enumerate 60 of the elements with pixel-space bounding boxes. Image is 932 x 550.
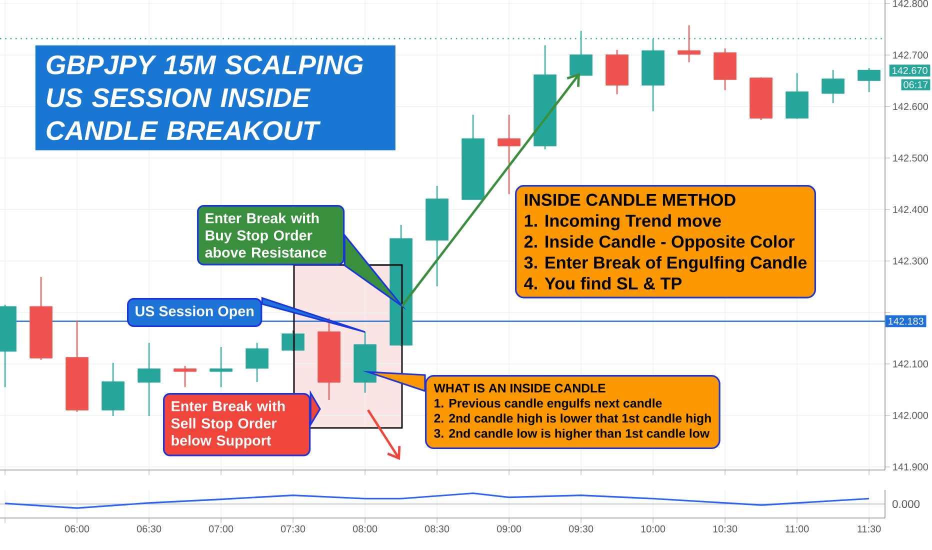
x-tick-label: 11:30 [858, 525, 881, 532]
y-tick-label: 142.400 [893, 206, 928, 214]
candlestick [354, 331, 376, 394]
text: 0.000 [892, 500, 920, 508]
y-tick-label: 142.300 [893, 257, 928, 265]
candlestick [138, 342, 160, 417]
candlestick [606, 49, 628, 95]
x-tick-label: 09:30 [568, 525, 594, 532]
candlestick [30, 276, 52, 360]
x-tick-label: 10:30 [713, 525, 738, 532]
candlestick [210, 346, 232, 388]
annotation: WHAT IS AN INSIDE CANDLE [434, 384, 606, 393]
annotation: Enter Break with Sell Stop Order below Support [171, 400, 285, 448]
annotation: INSIDE CANDLE METHOD [524, 194, 736, 206]
candlestick [66, 320, 88, 412]
x-tick-label: 07:00 [208, 525, 234, 532]
x-tick-label: 06:30 [136, 525, 162, 532]
x-tick-label: 10:00 [641, 525, 666, 532]
candlestick [678, 24, 700, 63]
y-tick-label: 142.000 [893, 412, 928, 419]
y-tick-label: 142.800 [893, 0, 928, 8]
candlestick [174, 365, 196, 388]
x-tick-label: 08:30 [424, 525, 450, 532]
candlestick [318, 318, 340, 401]
candlestick [426, 185, 448, 287]
text: 06:17 [904, 81, 928, 88]
candlestick [246, 342, 268, 383]
annotation: 1. Previous candle engulfs next candle [434, 398, 662, 410]
x-tick-label: 11:00 [786, 525, 809, 532]
candlestick [390, 224, 412, 347]
annotation: Enter Break with Buy Stop Order above Resistance [205, 212, 326, 258]
candlestick [534, 44, 556, 150]
annotation: US Session Open [136, 306, 254, 320]
annotation: 2. Inside Candle - Opposite Color [524, 235, 795, 252]
candlestick [750, 76, 772, 121]
x-tick-label: 08:00 [352, 525, 378, 532]
y-tick-label: 142.700 [893, 52, 928, 59]
y-tick-label: 142.100 [893, 360, 928, 368]
x-tick-label: 07:30 [280, 525, 306, 532]
candlestick [462, 114, 484, 200]
annotation: 3. Enter Break of Engulfing Candle [524, 256, 807, 272]
candlestick [498, 114, 520, 195]
annotation: 142.670 [892, 66, 928, 74]
text: GBPJPY 15M SCALPING US SESSION INSIDE CANDLE BREAKOUT [46, 55, 363, 140]
x-tick-label: 06:00 [64, 525, 90, 532]
annotation: 1. Incoming Trend move [524, 214, 721, 230]
annotation: 3. 2nd candle low is higher than 1st candle low [434, 428, 710, 440]
y-tick-label: 142.500 [893, 154, 928, 162]
annotation: 4. You find SL & TP [524, 276, 682, 290]
candlestick [714, 48, 736, 91]
candlestick [102, 362, 124, 417]
ref-line-label: 142.183 [888, 318, 924, 325]
x-tick-label: 09:00 [496, 525, 522, 532]
candlestick [282, 330, 304, 352]
candlestick [786, 72, 808, 120]
annotation: 2. 2nd candle high is lower that 1st candle high [434, 414, 711, 426]
y-tick-label: 141.900 [893, 463, 928, 470]
candlestick [822, 69, 844, 104]
y-tick-label: 142.600 [893, 103, 928, 110]
candlestick [858, 67, 880, 93]
